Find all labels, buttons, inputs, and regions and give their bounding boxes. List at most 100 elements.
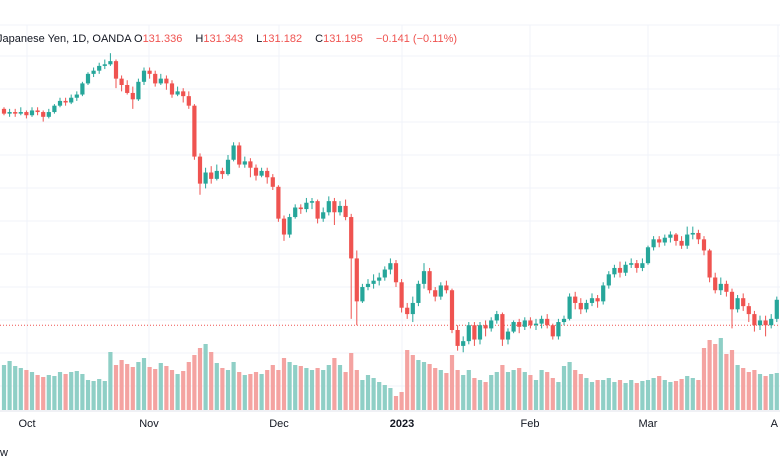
volume-bar <box>158 363 163 410</box>
candle-body <box>225 159 231 175</box>
candle-body <box>147 70 152 74</box>
volume-bar <box>321 370 326 410</box>
volume-bar <box>175 374 180 410</box>
candle-body <box>522 320 527 327</box>
candle-body <box>63 100 68 103</box>
candle-body <box>349 217 354 259</box>
candle-body <box>657 239 662 243</box>
candle-body <box>528 320 533 326</box>
candle <box>517 318 522 334</box>
candle <box>679 236 684 249</box>
candle-body <box>696 232 701 240</box>
volume-bar <box>371 378 376 410</box>
candle-body <box>500 314 505 340</box>
candle-body <box>231 145 236 160</box>
candle-body <box>399 282 404 308</box>
volume-bar <box>769 374 774 410</box>
candle <box>220 167 225 179</box>
candle <box>645 245 651 265</box>
candle-body <box>573 296 578 303</box>
candle <box>332 197 337 225</box>
candle-body <box>321 212 326 219</box>
candle <box>377 272 382 286</box>
candle <box>343 199 348 221</box>
candle <box>724 280 729 297</box>
candle <box>455 325 460 351</box>
footer-text[interactable]: w <box>0 447 8 459</box>
open-value: 131.336 <box>142 33 183 45</box>
candle-body <box>125 85 130 93</box>
volume-bar <box>125 364 130 410</box>
candle-body <box>483 325 488 329</box>
candle-body <box>466 325 471 342</box>
candle <box>522 317 527 330</box>
x-tick-label: Mar <box>639 418 658 430</box>
candle <box>561 315 567 326</box>
candle <box>169 80 175 98</box>
candle <box>147 67 152 79</box>
volume-bar <box>231 362 236 410</box>
candle <box>74 91 79 101</box>
candle <box>528 317 533 329</box>
candle-body <box>158 78 163 84</box>
close-value: 131.195 <box>323 33 363 45</box>
volume-bar <box>461 375 466 410</box>
volume-bar <box>181 371 186 410</box>
volume-bar <box>494 372 499 410</box>
candle <box>752 310 757 332</box>
volume-bar <box>449 355 455 410</box>
candle-body <box>337 205 343 213</box>
volume-bar <box>668 382 673 410</box>
candle-body <box>405 307 410 315</box>
candle-body <box>746 306 751 315</box>
candle <box>46 108 51 119</box>
volume-bar <box>444 373 449 410</box>
candle-body <box>24 112 29 116</box>
candle-body <box>91 70 96 74</box>
volume-bar <box>427 364 432 410</box>
candle-body <box>153 73 158 84</box>
volume-bar <box>662 380 667 410</box>
candle-body <box>550 325 555 337</box>
volume-bar <box>63 374 68 410</box>
low-label: L <box>256 33 263 45</box>
symbol-legend: Japanese Yen, 1D, OANDA O131.336 H131.34… <box>0 33 462 45</box>
candle <box>399 279 404 313</box>
candle-body <box>718 283 723 291</box>
candle-body <box>477 325 483 340</box>
volume-bar <box>393 396 399 410</box>
candle <box>197 153 203 195</box>
volume-bar <box>629 380 634 410</box>
candle-body <box>237 145 242 165</box>
candle-body <box>209 172 214 179</box>
candle-body <box>662 237 667 243</box>
candle-body <box>354 258 359 302</box>
candle-body <box>539 318 544 324</box>
volume-bar <box>713 344 718 410</box>
volume-bar <box>85 380 91 410</box>
candle-body <box>427 271 432 291</box>
high-value: 131.343 <box>203 33 244 45</box>
candle-body <box>287 217 292 235</box>
symbol-name: Japanese Yen, 1D, OANDA <box>0 33 131 45</box>
candle-body <box>332 201 337 213</box>
candle <box>662 234 667 246</box>
candle-body <box>69 97 74 103</box>
candle-body <box>640 263 645 268</box>
candle-body <box>393 263 399 283</box>
volume-bar <box>315 368 320 410</box>
volume-bar <box>147 367 152 410</box>
candle-body <box>192 105 197 157</box>
candle-body <box>617 267 623 273</box>
volume-bar <box>573 370 578 410</box>
volume-bar <box>623 383 628 410</box>
candle <box>1 107 7 116</box>
volume-bar <box>52 376 57 410</box>
time-axis[interactable]: Oct Nov Dec 2023 Feb Mar A <box>0 410 780 430</box>
candle <box>265 167 270 184</box>
volume-bar <box>293 365 298 410</box>
candle-body <box>701 239 707 251</box>
volume-bar <box>253 372 259 410</box>
